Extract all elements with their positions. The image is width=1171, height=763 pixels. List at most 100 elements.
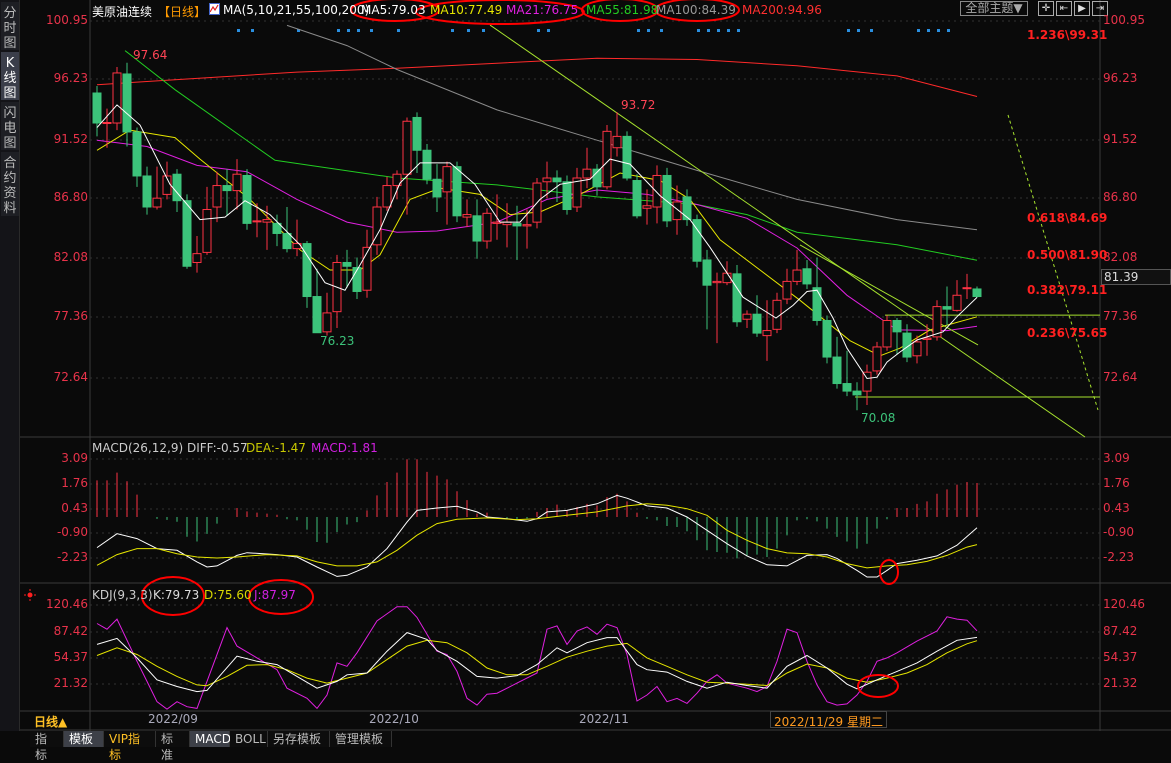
event-marker-dot [297,29,300,32]
y-tick-label: 77.36 [1103,309,1138,323]
annotation-circle [857,674,899,698]
kdj-j-value: J:87.97 [254,588,296,602]
period-selector[interactable]: 日线▲ [34,715,68,729]
kdj-k-line [96,632,978,693]
y-tick-label: 82.08 [1103,250,1138,264]
ma100-line [286,24,978,231]
fib-level-0236: 0.236\75.65 [1027,326,1108,340]
tab-0[interactable]: 指标 [30,731,64,762]
high-marker-label: 93.72 [621,98,656,112]
ma55-line [124,50,978,261]
ma5-line [96,104,978,380]
candle-body [392,173,402,187]
candle-body [612,135,622,149]
candle-body [522,224,532,227]
candle-body [662,174,672,222]
candle-body [792,269,802,282]
candle-body [482,212,492,242]
ma10-value: MA10:77.49 [430,3,503,17]
y-tick-label: 120.46 [46,597,88,611]
candle-body [282,232,292,250]
sidebar-item-contract-info[interactable]: 合约资料 [1,152,19,216]
candle-body [852,390,862,396]
y-tick-label: 96.23 [1103,71,1138,85]
candle-body [412,116,422,151]
annotation-circle [654,0,740,22]
low-marker-label: 70.08 [861,411,896,425]
candle-body [562,181,572,211]
ma5-value: MA5:79.03 [361,3,426,17]
fib-level-0618: 0.618\84.69 [1027,211,1108,225]
candle-body [472,215,482,242]
candle-body [202,209,212,253]
y-tick-label: 86.80 [1103,190,1138,204]
candle-body [402,120,412,175]
event-marker-dot [857,29,860,32]
ma21-value: MA21:76.75 [506,3,579,17]
exit-range-icon[interactable]: ⇥ [1092,1,1108,16]
candle-body [112,72,122,124]
chart-canvas[interactable] [0,0,1171,747]
sidebar-item-kline[interactable]: K线图 [1,52,19,101]
candle-body [302,243,312,298]
event-marker-dot [451,29,454,32]
candle-body [872,346,882,372]
kdj-j-line [96,606,978,710]
projection-line [1007,114,1099,411]
candle-body [842,383,852,392]
annotation-circle [879,559,899,585]
candle-body [732,273,742,323]
tab-6[interactable]: 另存模板 [268,731,330,747]
candle-body [232,173,242,192]
event-marker-dot [357,29,360,32]
tab-4[interactable]: MACD [190,731,231,747]
tab-2[interactable]: VIP指标 [104,731,156,762]
play-icon[interactable]: ▶ [1074,1,1090,16]
candle-body [552,177,562,183]
candle-body [262,219,272,223]
zoom-range-icon[interactable]: ⇤ [1056,1,1072,16]
candle-body [362,246,372,291]
event-marker-dot [707,29,710,32]
event-marker-dot [937,29,940,32]
tab-5[interactable]: BOLL [230,731,268,747]
ma-chart-icon[interactable] [209,3,220,15]
event-marker-dot [637,29,640,32]
sidebar-item-flash[interactable]: 闪电图 [1,102,19,151]
event-marker-dot [347,29,350,32]
theme-dropdown[interactable]: 全部主题▼ [960,1,1028,16]
macd-title: MACD(26,12,9) DIFF:-0.57 [92,441,248,455]
event-marker-dot [397,29,400,32]
candle-body [892,319,902,333]
macd-value: MACD:1.81 [311,441,378,455]
low-marker-label: 76.23 [320,334,355,348]
kdj-k-value: K:79.73 [153,588,200,602]
candle-body [572,177,582,208]
y-tick-label: 77.36 [53,309,88,323]
candle-body [812,287,822,321]
tab-1[interactable]: 模板 [64,731,104,747]
fib-level-0382: 0.382\79.11 [1027,283,1108,297]
candle-body [322,312,332,333]
y-tick-label: 0.43 [1103,501,1130,515]
kdj-indicator-icon[interactable] [24,589,36,601]
candle-body [102,122,112,125]
event-marker-dot [251,29,254,32]
candle-body [762,330,772,337]
candle-body [152,197,162,208]
y-tick-label: 120.46 [1103,597,1145,611]
event-marker-dot [467,29,470,32]
annotation-circle [141,576,205,616]
y-tick-label: 91.52 [1103,132,1138,146]
event-marker-dot [370,29,373,32]
crosshair-icon[interactable]: ✛ [1038,1,1054,16]
trend-line [799,244,979,346]
tab-3[interactable]: 标准 [156,731,190,762]
ma55-value: MA55:81.98 [586,3,659,17]
sidebar-item-timeshare[interactable]: 分时图 [1,2,19,51]
annotation-circle [248,579,314,615]
event-marker-dot [927,29,930,32]
event-marker-dot [917,29,920,32]
tab-7[interactable]: 管理模板 [330,731,392,747]
y-tick-label: 21.32 [1103,676,1138,690]
